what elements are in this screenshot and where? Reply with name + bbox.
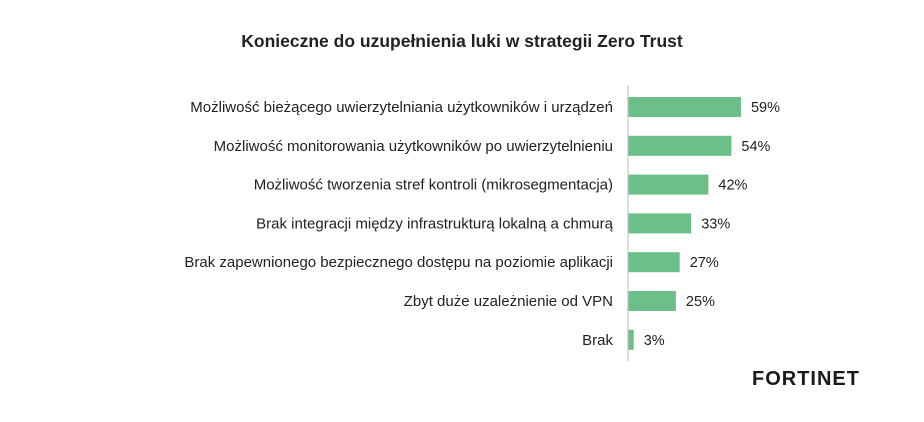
value-label: 27% xyxy=(690,255,719,271)
bar xyxy=(628,213,692,234)
value-label: 33% xyxy=(701,216,730,232)
value-label: 42% xyxy=(718,178,747,194)
category-label: Brak zapewnionego bezpiecznego dostępu n… xyxy=(184,254,613,271)
value-label: 59% xyxy=(751,100,780,116)
chart-title: Konieczne do uzupełnienia luki w strateg… xyxy=(241,31,683,51)
bar xyxy=(628,135,732,156)
value-label: 54% xyxy=(741,139,770,155)
category-label: Brak integracji między infrastrukturą lo… xyxy=(256,215,613,232)
fortinet-logo: FORTINET xyxy=(752,368,860,388)
value-label: 3% xyxy=(644,333,665,349)
category-label: Brak xyxy=(582,332,613,349)
svg-text:FORTINET: FORTINET xyxy=(752,368,860,388)
category-label: Możliwość bieżącego uwierzytelniania uży… xyxy=(190,99,613,116)
bar xyxy=(628,252,680,273)
bar xyxy=(628,174,709,195)
category-label: Możliwość monitorowania użytkowników po … xyxy=(214,138,613,155)
bar xyxy=(628,291,676,311)
value-label: 25% xyxy=(686,294,715,310)
bar xyxy=(628,97,741,117)
category-label: Zbyt duże uzależnienie od VPN xyxy=(404,293,613,310)
bars-layer: Możliwość bieżącego uwierzytelniania uży… xyxy=(184,97,780,350)
category-label: Możliwość tworzenia stref kontroli (mikr… xyxy=(254,177,613,194)
bar xyxy=(628,329,634,350)
